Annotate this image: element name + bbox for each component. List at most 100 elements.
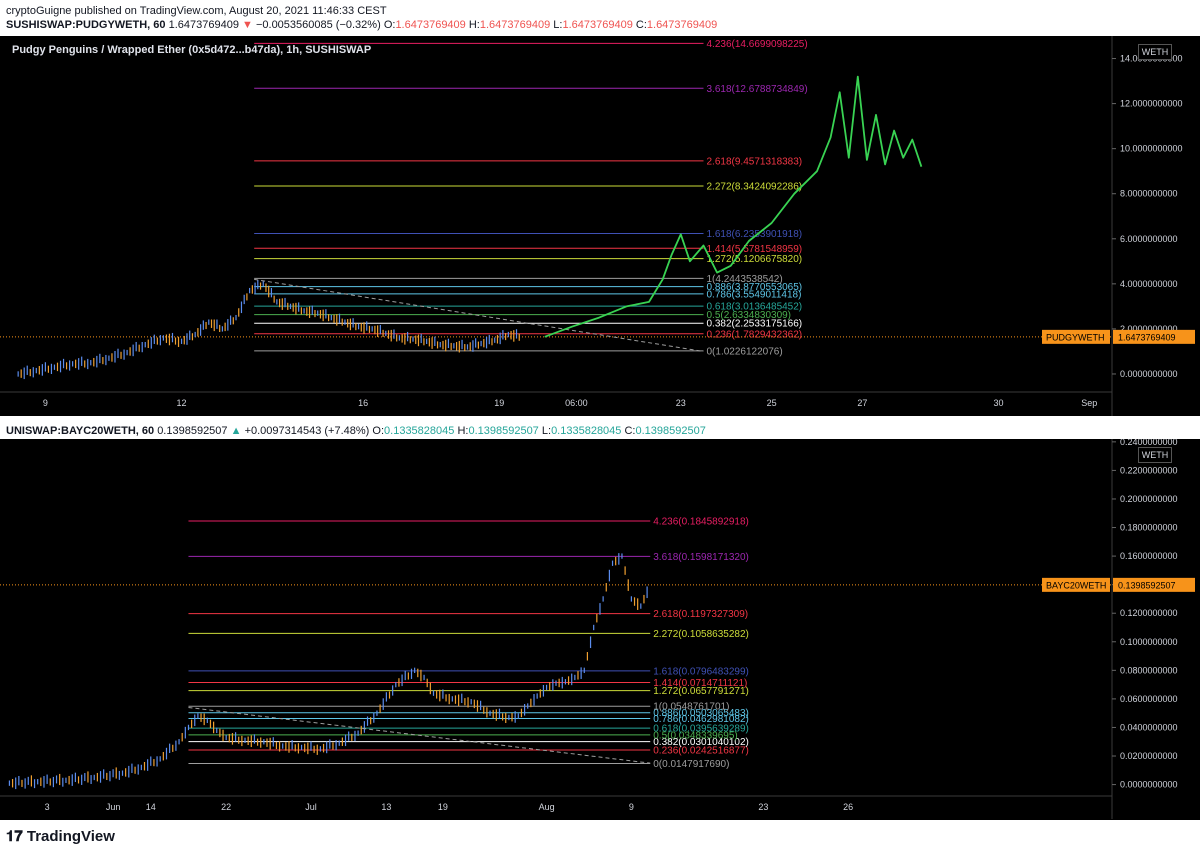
high-value: 0.1398592507 xyxy=(468,425,539,437)
tradingview-logo-icon: 𝟏𝟕 xyxy=(6,828,27,845)
fib-level-label: 0.786(3.5549011418) xyxy=(707,289,802,300)
low-value: 1.6473769409 xyxy=(562,19,633,31)
last-price: 1.6473769409 xyxy=(168,19,239,31)
price-tag-value: 0.1398592507 xyxy=(1118,580,1176,590)
change-value: −0.0053560085 (−0.32%) xyxy=(255,19,381,31)
x-tick-label: 19 xyxy=(438,802,448,812)
y-tick-label: 8.0000000000 xyxy=(1120,189,1178,199)
y-tick-label: 0.0000000000 xyxy=(1120,369,1178,379)
fib-level-label: 2.272(8.3424092286) xyxy=(707,182,803,193)
fib-level-label: 3.618(12.6788734849) xyxy=(707,84,808,95)
x-tick-label: 16 xyxy=(358,398,368,408)
y-tick-label: 0.2400000000 xyxy=(1120,439,1178,447)
symbol-line-2: UNISWAP:BAYC20WETH, 60 0.1398592507 ▲ +0… xyxy=(6,425,706,437)
close-label: C: xyxy=(635,19,647,31)
fib-level-label: 2.618(9.4571318383) xyxy=(707,156,803,167)
fib-level-label: 0.5(2.6334830309) xyxy=(707,310,792,321)
x-tick-label: Aug xyxy=(539,802,555,812)
x-tick-label: 23 xyxy=(676,398,686,408)
fib-level-label: 3.618(0.1598171320) xyxy=(653,552,749,563)
tradingview-logo[interactable]: 𝟏𝟕 TradingView xyxy=(6,828,115,845)
price-tag-value-box xyxy=(1113,329,1195,344)
x-tick-label: 26 xyxy=(843,802,853,812)
fib-level-label: 1.414(0.0714711121) xyxy=(653,678,747,689)
open-label: O: xyxy=(383,19,396,31)
x-tick-label: 13 xyxy=(381,802,391,812)
low-value: 0.1335828045 xyxy=(551,425,622,437)
x-tick-label: Sep xyxy=(1081,398,1097,408)
open-label: O: xyxy=(372,425,385,437)
price-tag-name-box xyxy=(1042,329,1110,344)
fib-level-label: 0.886(3.8770553065) xyxy=(707,282,803,293)
x-tick-label: 14 xyxy=(146,802,156,812)
symbol-name[interactable]: SUSHISWAP:PUDGYWETH, 60 xyxy=(6,19,166,31)
fib-level-label: 4.236(14.6699098225) xyxy=(707,39,808,50)
fib-level-label: 0.236(1.7829432362) xyxy=(707,329,803,340)
price-tag-value: 1.6473769409 xyxy=(1118,332,1176,342)
fib-level-label: 0.5(0.0348339695) xyxy=(653,730,738,741)
y-tick-label: 4.0000000000 xyxy=(1120,279,1178,289)
fib-level-label: 0(1.0226122076) xyxy=(707,346,783,357)
x-tick-label: 9 xyxy=(629,802,634,812)
chart-panel-pudgyweth[interactable]: 0.0000000000 2.0000000000 4.0000000000 6.00… xyxy=(0,36,1200,416)
x-tick-label: Jul xyxy=(305,802,317,812)
y-tick-label: 6.0000000000 xyxy=(1120,234,1178,244)
x-tick-label: 3 xyxy=(45,802,50,812)
x-tick-label: 27 xyxy=(857,398,867,408)
close-value: 0.1398592507 xyxy=(635,425,706,437)
change-value: +0.0097314543 (+7.48%) xyxy=(244,425,370,437)
open-value: 0.1335828045 xyxy=(384,425,455,437)
x-tick-label: Jun xyxy=(106,802,121,812)
y-tick-label: 0.0000000000 xyxy=(1120,780,1178,790)
trend-line xyxy=(254,278,704,352)
y-tick-label: 0.0600000000 xyxy=(1120,694,1178,704)
y-tick-label: 0.2200000000 xyxy=(1120,465,1178,475)
x-tick-label: 9 xyxy=(43,398,48,408)
fib-level-label: 0.236(0.0242516877) xyxy=(653,745,749,756)
high-value: 1.6473769409 xyxy=(479,19,551,31)
low-label: L: xyxy=(553,19,563,31)
pudgyweth-chart[interactable]: 0.0000000000 2.0000000000 4.0000000000 6.00… xyxy=(0,36,1200,416)
y-tick-label: 0.1200000000 xyxy=(1120,608,1178,618)
y-tick-label: 0.0200000000 xyxy=(1120,751,1178,761)
fib-level-label: 1.414(5.5781548959) xyxy=(707,244,803,255)
close-label: C: xyxy=(624,425,636,437)
unit-label: WETH xyxy=(1138,447,1172,463)
publisher-line: cryptoGuigne published on TradingView.co… xyxy=(6,5,387,17)
fib-level-label: 0.618(0.0395639289) xyxy=(653,724,749,735)
price-tag-name-box xyxy=(1042,577,1110,592)
change-arrow-icon: ▼ xyxy=(242,19,253,31)
y-tick-label: 0.0800000000 xyxy=(1120,665,1178,675)
symbol-name[interactable]: UNISWAP:BAYC20WETH, 60 xyxy=(6,425,155,437)
x-tick-label: 30 xyxy=(994,398,1004,408)
fib-level-label: 4.236(0.1845892918) xyxy=(653,516,749,527)
brand-name: TradingView xyxy=(26,828,115,845)
fib-level-label: 2.272(0.1058635282) xyxy=(653,629,749,640)
x-tick-label: 25 xyxy=(767,398,777,408)
symbol-line-1: SUSHISWAP:PUDGYWETH, 60 1.6473769409 ▼ −… xyxy=(6,19,717,31)
price-tag-name: PUDGYWETH xyxy=(1046,332,1105,342)
x-tick-label: 22 xyxy=(221,802,231,812)
fib-level-label: 1(0.0548761701) xyxy=(653,702,729,713)
change-arrow-icon: ▲ xyxy=(230,425,242,437)
fib-level-label: 1(4.2443538542) xyxy=(707,274,783,285)
open-value: 1.6473769409 xyxy=(395,19,466,31)
close-value: 1.6473769409 xyxy=(646,19,718,31)
fib-level-label: 0.382(0.0301040102) xyxy=(653,737,749,748)
fib-level-label: 1.272(0.0657791271) xyxy=(653,686,749,697)
y-tick-label: 2.0000000000 xyxy=(1120,324,1178,334)
price-tag-name: BAYC20WETH xyxy=(1046,580,1106,590)
bayc20weth-chart[interactable]: 0.0000000000 0.0200000000 0.0400000000 0.06… xyxy=(0,439,1200,820)
fib-level-label: 0.786(0.0462981082) xyxy=(653,714,749,725)
chart-title: Pudgy Penguins / Wrapped Ether (0x5d472.… xyxy=(12,44,372,56)
fib-level-label: 2.618(0.1197327309) xyxy=(653,609,748,620)
x-tick-label: 06:00 xyxy=(565,398,588,408)
price-tag-value-box xyxy=(1113,577,1195,592)
y-tick-label: 0.1000000000 xyxy=(1120,637,1178,647)
fib-level-label: 0.618(3.0136485452) xyxy=(707,302,803,313)
fib-level-label: 1.618(0.0796483299) xyxy=(653,666,749,677)
fib-level-label: 0.886(0.0503065483) xyxy=(653,708,749,719)
projection-path xyxy=(544,75,923,338)
y-tick-label: 0.1800000000 xyxy=(1120,523,1178,533)
chart-panel-bayc20weth[interactable]: 0.0000000000 0.0200000000 0.0400000000 0.06… xyxy=(0,439,1200,820)
